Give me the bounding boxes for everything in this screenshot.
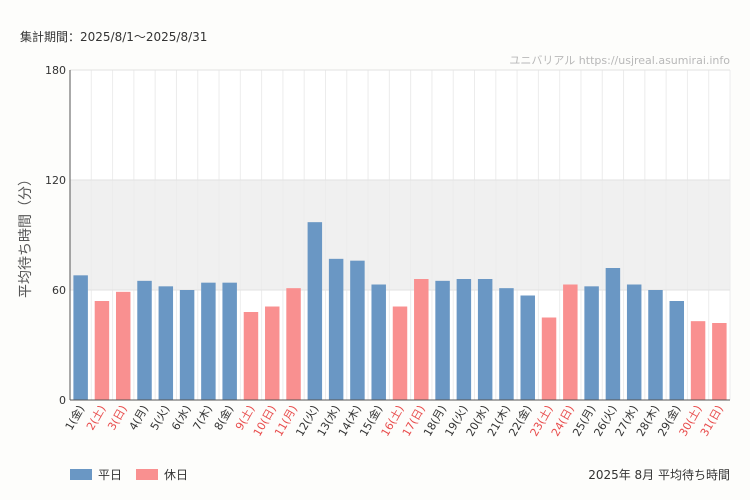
- bar-holiday: [115, 291, 131, 400]
- bar-holiday: [286, 288, 301, 400]
- x-tick-label: 2(土): [84, 403, 109, 433]
- bar-weekday: [222, 282, 237, 400]
- bar-weekday: [307, 222, 323, 400]
- bar-weekday: [328, 258, 344, 400]
- x-tick-label: 3(日): [105, 403, 130, 433]
- bar-weekday: [520, 295, 535, 400]
- bar-weekday: [605, 268, 621, 400]
- y-tick-label: 120: [45, 174, 66, 187]
- bar-holiday: [243, 312, 259, 400]
- bar-weekday: [648, 290, 663, 400]
- bar-holiday: [392, 306, 408, 400]
- bar-weekday: [201, 282, 216, 400]
- x-tick-label: 4(月): [127, 403, 152, 433]
- bar-weekday: [179, 290, 195, 400]
- bar-weekday: [669, 301, 685, 400]
- shaded-band: [70, 180, 730, 290]
- chart-title: 2025年 8月 平均待ち時間: [588, 468, 730, 482]
- x-tick-label: 8(金): [211, 403, 236, 433]
- legend-label-holiday: 休日: [164, 468, 189, 482]
- bar-holiday: [563, 284, 578, 400]
- y-tick-label: 60: [52, 284, 66, 297]
- legend-swatch-weekday: [70, 469, 92, 480]
- y-axis-label: 平均待ち時間（分）: [18, 172, 34, 298]
- bar-weekday: [158, 286, 174, 400]
- bar-holiday: [94, 301, 110, 400]
- bar-weekday: [350, 260, 365, 400]
- bar-holiday: [690, 321, 706, 400]
- legend-item-weekday[interactable]: 平日: [70, 466, 122, 483]
- bar-weekday: [137, 280, 152, 400]
- period-label: 集計期間：2025/8/1〜2025/8/31: [20, 30, 208, 44]
- x-tick-label: 1(金): [62, 403, 87, 433]
- y-tick-label: 0: [59, 394, 66, 407]
- x-tick-label: 6(水): [169, 403, 194, 433]
- bar-holiday: [265, 306, 280, 400]
- legend-swatch-holiday: [136, 469, 159, 480]
- bar-weekday: [456, 279, 472, 400]
- bar-weekday: [73, 275, 88, 400]
- bar-holiday: [541, 317, 557, 400]
- bar-weekday: [371, 284, 386, 400]
- x-tick-label: 7(木): [190, 403, 215, 433]
- legend-label-weekday: 平日: [98, 468, 123, 482]
- bar-holiday: [712, 323, 727, 400]
- y-tick-label: 180: [45, 64, 66, 77]
- legend: 平日 休日: [70, 466, 188, 483]
- site-watermark[interactable]: ユニバリアル https://usjreal.asumirai.info: [509, 54, 730, 67]
- bar-weekday: [584, 286, 599, 400]
- bar-weekday: [435, 280, 450, 400]
- bar-weekday: [499, 288, 514, 400]
- legend-item-holiday[interactable]: 休日: [136, 466, 188, 483]
- bar-weekday: [477, 279, 493, 400]
- bar-holiday: [414, 279, 429, 400]
- x-tick-label: 5(火): [148, 403, 173, 433]
- bar-weekday: [626, 284, 642, 400]
